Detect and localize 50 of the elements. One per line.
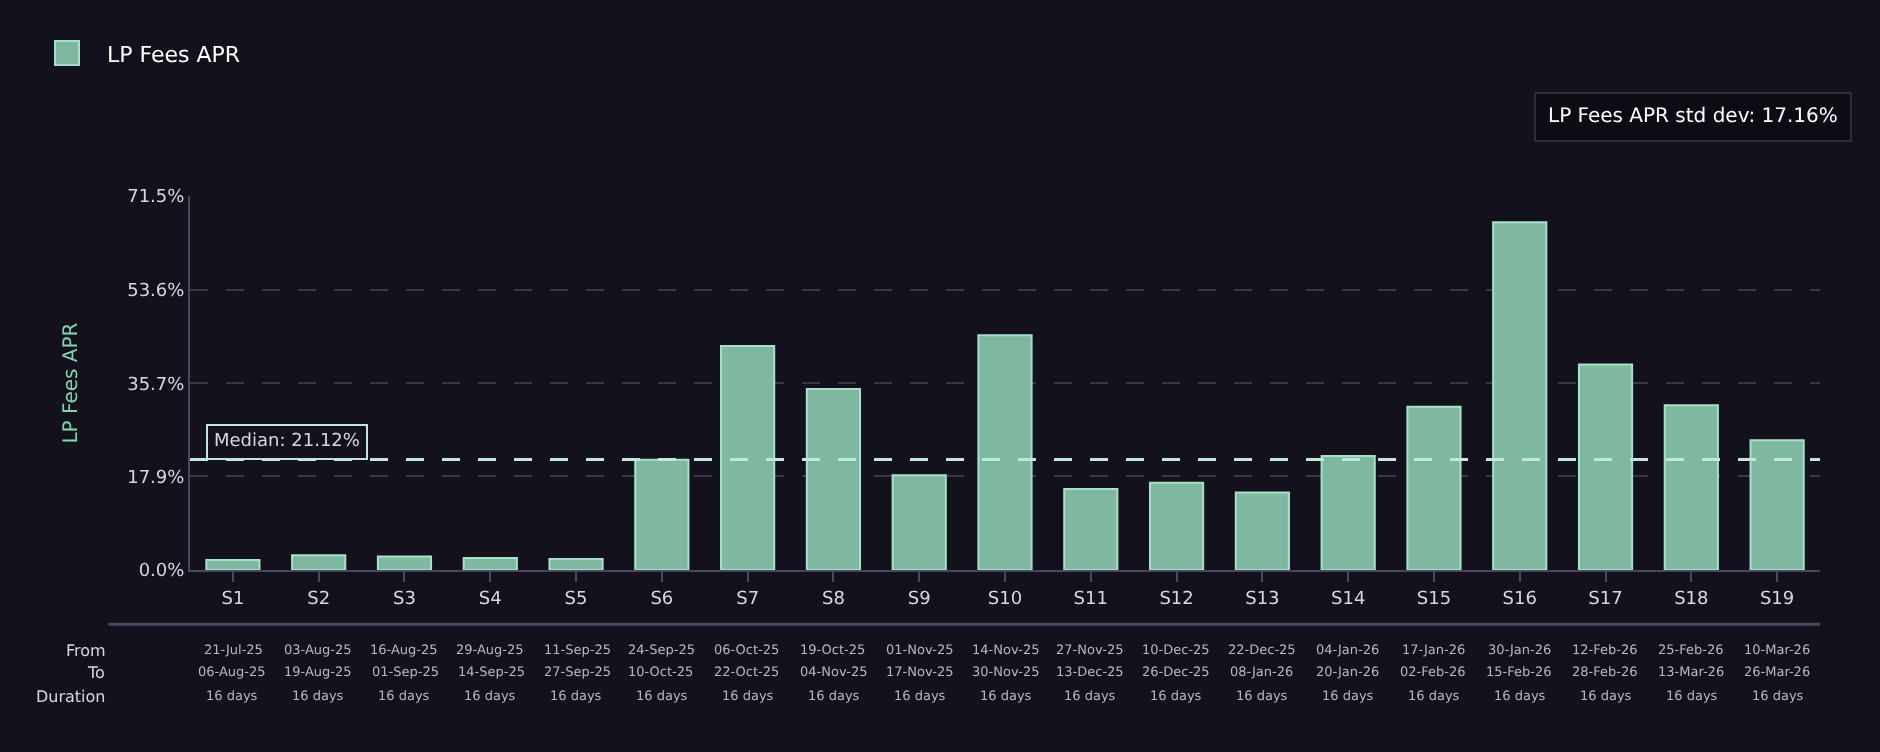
bar: [291, 554, 347, 570]
bar: [1148, 481, 1205, 570]
bar: [462, 556, 518, 570]
text: LP Fees APR std dev: 17.16%: [1548, 106, 1838, 128]
bar: [1234, 491, 1290, 570]
y-tick-label: 71.5%: [127, 188, 186, 209]
y-axis-title: LP Fees APR: [61, 322, 84, 444]
bar: [891, 474, 947, 570]
ref-line-label: Median: 21.12%: [214, 432, 361, 452]
bar: [1063, 487, 1119, 570]
y-tick-label: 17.9%: [127, 468, 186, 489]
x-tick-label: S4: [478, 589, 503, 610]
bar: [720, 345, 776, 570]
x-tick-label: S15: [1416, 589, 1452, 610]
x-tick-label: S1: [221, 589, 245, 610]
y-tick-label: 53.6%: [127, 281, 186, 302]
bar: [1406, 405, 1462, 570]
bar: [1663, 404, 1719, 570]
x-tick-label: S8: [821, 589, 846, 610]
text: To: [86, 664, 106, 682]
bar: [634, 458, 690, 570]
x-tick-label: S3: [393, 589, 416, 610]
bar: [1749, 439, 1805, 570]
x-tick-label: S7: [736, 589, 760, 610]
x-tick-label: S18: [1674, 589, 1710, 610]
x-tick-label: S2: [307, 589, 331, 610]
legend-label: LP Fees APR: [107, 41, 241, 68]
bar: [977, 334, 1033, 570]
bar: [1492, 221, 1548, 570]
x-tick-label: S11: [1073, 589, 1108, 610]
x-tick-label: S17: [1588, 589, 1623, 610]
y-tick-label: 35.7%: [127, 375, 186, 396]
bar: [205, 559, 261, 570]
bar: [1577, 363, 1634, 570]
x-tick-label: S19: [1759, 589, 1795, 610]
x-tick-label: S9: [907, 589, 932, 610]
x-tick-label: S13: [1245, 589, 1280, 610]
bar: [548, 558, 604, 570]
text: Duration: [36, 688, 106, 706]
text: From: [66, 642, 107, 660]
x-tick-label: S10: [987, 589, 1023, 610]
y-tick-label: 0.0%: [138, 562, 186, 583]
bar: [805, 388, 862, 570]
x-tick-label: S16: [1502, 589, 1538, 610]
x-tick-label: S5: [564, 589, 588, 610]
x-tick-label: S14: [1330, 589, 1366, 610]
x-tick-label: S12: [1159, 589, 1194, 610]
bar: [376, 555, 433, 570]
bar: [1320, 454, 1376, 570]
x-tick-label: S6: [650, 589, 674, 610]
